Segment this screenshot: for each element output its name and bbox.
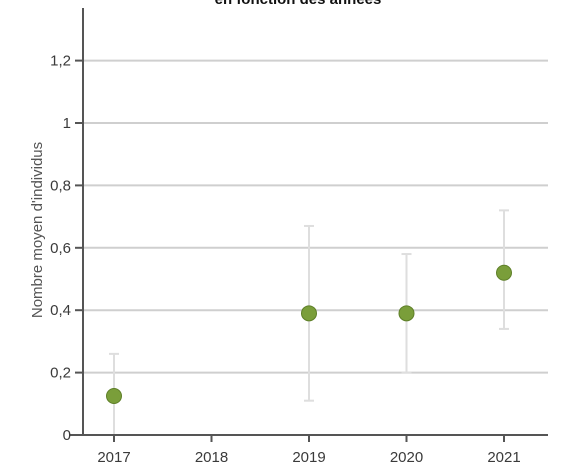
y-tick-label: 0,6 (50, 240, 71, 257)
x-tick-label: 2020 (390, 449, 423, 466)
y-axis-title: Nombre moyen d'individus (29, 142, 46, 318)
gridlines (83, 59, 548, 374)
data-points (106, 264, 512, 404)
error-bars (109, 209, 509, 435)
y-axis-ticks: 0 0,2 0,4 0,6 0,8 1 1,2 (50, 53, 83, 444)
chart-title: en fonction des années (215, 0, 382, 8)
y-tick-label: 1 (63, 115, 71, 132)
y-tick-label: 0,4 (50, 302, 71, 319)
data-point (301, 305, 317, 322)
y-tick-label: 0,8 (50, 177, 71, 194)
data-point (496, 264, 512, 281)
data-point (106, 388, 122, 404)
x-tick-label: 2017 (97, 449, 130, 466)
data-point (398, 305, 415, 322)
y-tick-label: 0,2 (50, 365, 71, 382)
y-tick-label: 1,2 (50, 53, 71, 70)
x-axis-ticks: 2017 2018 2019 2020 2021 (97, 435, 521, 466)
x-tick-label: 2018 (195, 449, 228, 466)
x-tick-label: 2019 (292, 449, 325, 466)
x-tick-label: 2021 (487, 449, 520, 466)
y-tick-label: 0 (63, 427, 71, 444)
